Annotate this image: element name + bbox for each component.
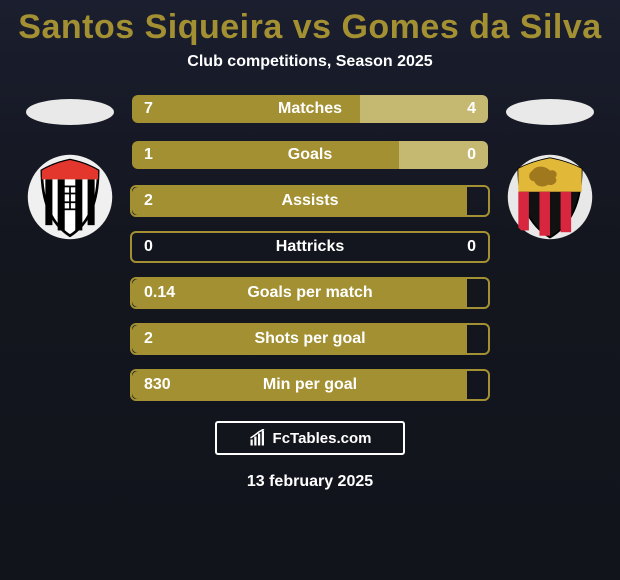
player-photo-placeholder-right (506, 99, 594, 125)
brand-name: FcTables.com (273, 430, 372, 447)
stat-value-left: 0.14 (144, 284, 175, 302)
stat-bar-left (132, 141, 399, 169)
stat-row: 7 Matches 4 (130, 93, 490, 125)
stat-row: 0 Hattricks 0 (130, 231, 490, 263)
comparison-card: Santos Siqueira vs Gomes da Silva Club c… (0, 0, 620, 580)
brand-logo[interactable]: FcTables.com (215, 421, 405, 455)
stat-value-left: 2 (144, 330, 153, 348)
stat-value-left: 7 (144, 100, 153, 118)
stat-label: Matches (278, 100, 342, 118)
stat-row: 2 Assists (130, 185, 490, 217)
date-label: 13 february 2025 (247, 473, 373, 491)
stat-value-left: 1 (144, 146, 153, 164)
player-photo-placeholder-left (26, 99, 114, 125)
shield-icon (506, 153, 594, 241)
page-title: Santos Siqueira vs Gomes da Silva (18, 8, 601, 47)
chart-icon (249, 429, 267, 447)
right-column (500, 93, 600, 401)
stat-row: 1 Goals 0 (130, 139, 490, 171)
stat-value-left: 2 (144, 192, 153, 210)
club-crest-right (506, 153, 594, 241)
stat-label: Goals per match (247, 284, 372, 302)
stat-value-left: 0 (144, 238, 153, 256)
stat-value-left: 830 (144, 376, 171, 394)
stat-label: Goals (288, 146, 332, 164)
shield-icon (26, 153, 114, 241)
stat-label: Shots per goal (254, 330, 365, 348)
content-row: 7 Matches 4 1 Goals 0 2 Assists 0 Hattricks 0 0.14 G… (0, 93, 620, 401)
stats-panel: 7 Matches 4 1 Goals 0 2 Assists 0 Hattricks 0 0.14 G… (130, 93, 490, 401)
stat-label: Min per goal (263, 376, 357, 394)
stat-value-right: 0 (467, 238, 476, 256)
stat-row: 2 Shots per goal (130, 323, 490, 355)
stat-row: 0.14 Goals per match (130, 277, 490, 309)
stat-label: Hattricks (276, 238, 344, 256)
stat-row: 830 Min per goal (130, 369, 490, 401)
left-column (20, 93, 120, 401)
stat-value-right: 0 (467, 146, 476, 164)
stat-label: Assists (282, 192, 339, 210)
stat-value-right: 4 (467, 100, 476, 118)
page-subtitle: Club competitions, Season 2025 (187, 53, 432, 71)
club-crest-left (26, 153, 114, 241)
